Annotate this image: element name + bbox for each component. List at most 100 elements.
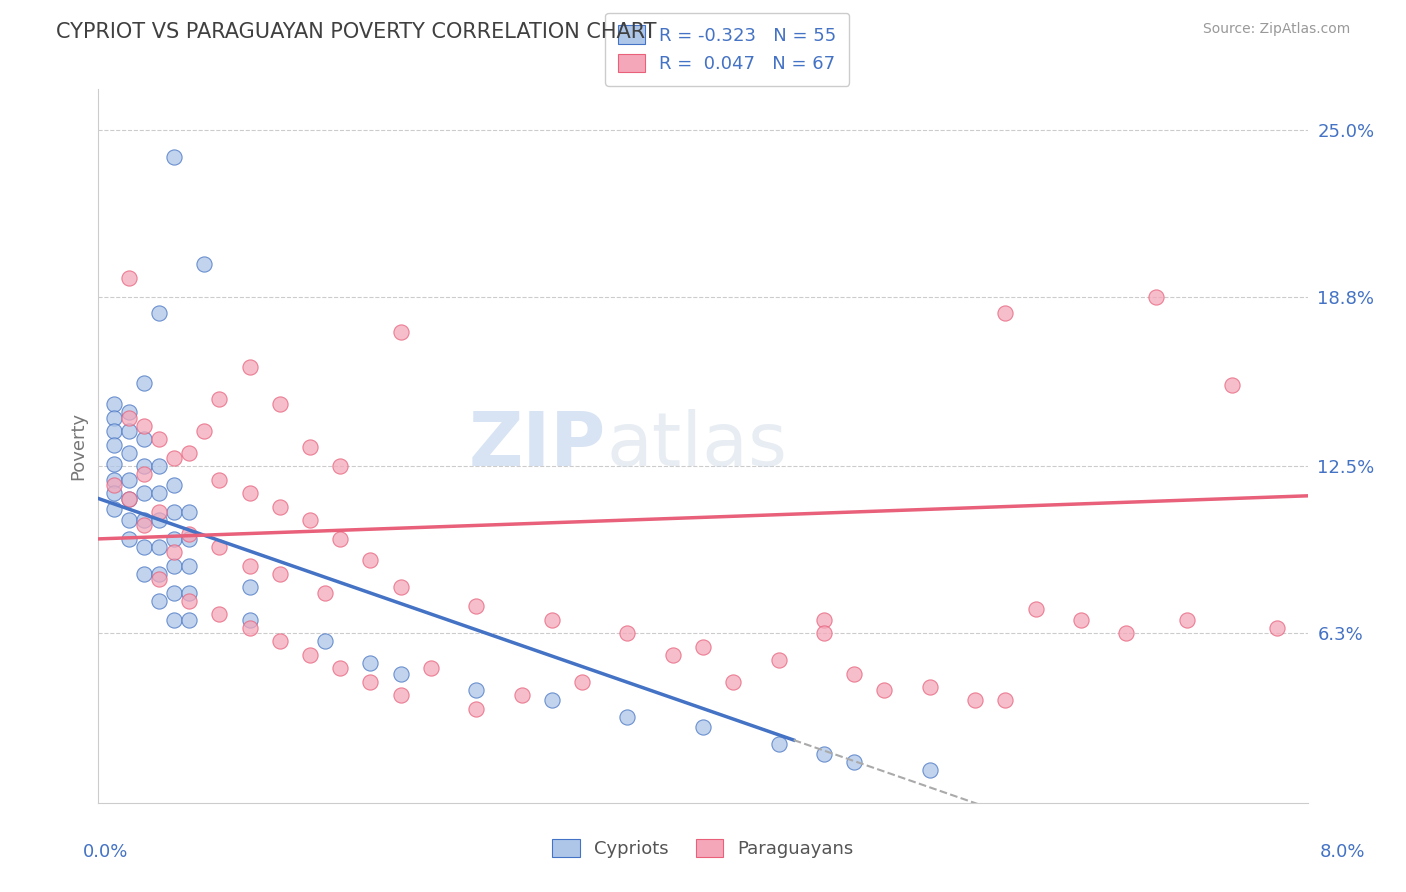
Point <box>132 459 155 474</box>
Point <box>239 486 262 500</box>
Point <box>132 518 155 533</box>
Point <box>132 467 155 482</box>
Point <box>163 613 186 627</box>
Point <box>103 397 125 411</box>
Point <box>132 432 155 446</box>
Point <box>179 526 201 541</box>
Point <box>132 418 155 433</box>
Point <box>179 558 201 573</box>
Point <box>723 674 745 689</box>
Point <box>1267 621 1289 635</box>
Point <box>118 270 141 285</box>
Text: 8.0%: 8.0% <box>1320 843 1365 861</box>
Point <box>465 599 488 614</box>
Point <box>163 149 186 163</box>
Text: 0.0%: 0.0% <box>83 843 128 861</box>
Point <box>692 640 714 654</box>
Point <box>103 457 125 471</box>
Point <box>193 424 215 438</box>
Point <box>844 666 866 681</box>
Point <box>132 540 155 554</box>
Point <box>239 558 262 573</box>
Point <box>118 410 141 425</box>
Point <box>193 257 215 271</box>
Point <box>389 688 412 702</box>
Point <box>389 580 412 594</box>
Point <box>389 666 412 681</box>
Point <box>269 566 291 581</box>
Point <box>1115 626 1137 640</box>
Point <box>360 656 382 670</box>
Text: ZIP: ZIP <box>470 409 606 483</box>
Point <box>1175 613 1198 627</box>
Point <box>239 580 262 594</box>
Point <box>103 478 125 492</box>
Point <box>118 405 141 419</box>
Text: CYPRIOT VS PARAGUAYAN POVERTY CORRELATION CHART: CYPRIOT VS PARAGUAYAN POVERTY CORRELATIO… <box>56 22 657 42</box>
Point <box>148 459 170 474</box>
Point <box>103 410 125 425</box>
Point <box>994 693 1017 707</box>
Point <box>118 532 141 546</box>
Point <box>132 486 155 500</box>
Point <box>571 674 593 689</box>
Y-axis label: Poverty: Poverty <box>69 412 87 480</box>
Point <box>420 661 443 675</box>
Point <box>1070 613 1092 627</box>
Point <box>314 586 336 600</box>
Point <box>118 473 141 487</box>
Point <box>179 446 201 460</box>
Point <box>148 540 170 554</box>
Point <box>239 359 262 374</box>
Point <box>148 505 170 519</box>
Point <box>360 553 382 567</box>
Point <box>768 737 790 751</box>
Point <box>163 558 186 573</box>
Point <box>844 756 866 770</box>
Point <box>179 505 201 519</box>
Point <box>994 306 1017 320</box>
Text: atlas: atlas <box>606 409 787 483</box>
Point <box>132 376 155 390</box>
Point <box>918 764 941 778</box>
Point <box>510 688 533 702</box>
Text: Source: ZipAtlas.com: Source: ZipAtlas.com <box>1202 22 1350 37</box>
Point <box>103 424 125 438</box>
Point <box>918 680 941 694</box>
Point <box>132 566 155 581</box>
Point <box>616 709 638 723</box>
Point <box>148 513 170 527</box>
Point <box>239 613 262 627</box>
Point <box>269 397 291 411</box>
Point <box>299 648 322 662</box>
Point <box>118 491 141 506</box>
Point <box>118 446 141 460</box>
Point <box>299 513 322 527</box>
Point <box>163 478 186 492</box>
Point <box>208 392 231 406</box>
Point <box>269 634 291 648</box>
Point <box>329 532 352 546</box>
Point <box>103 502 125 516</box>
Point <box>208 540 231 554</box>
Point <box>163 532 186 546</box>
Point <box>208 607 231 622</box>
Point <box>148 486 170 500</box>
Point <box>329 661 352 675</box>
Point <box>118 491 141 506</box>
Point <box>692 720 714 734</box>
Point <box>208 473 231 487</box>
Point <box>163 545 186 559</box>
Point <box>465 701 488 715</box>
Point <box>179 586 201 600</box>
Point <box>813 613 835 627</box>
Point <box>163 505 186 519</box>
Legend: Cypriots, Paraguayans: Cypriots, Paraguayans <box>546 831 860 865</box>
Point <box>1220 378 1243 392</box>
Point <box>163 451 186 466</box>
Point <box>179 594 201 608</box>
Point <box>813 747 835 762</box>
Point <box>179 532 201 546</box>
Point <box>103 473 125 487</box>
Point <box>148 572 170 586</box>
